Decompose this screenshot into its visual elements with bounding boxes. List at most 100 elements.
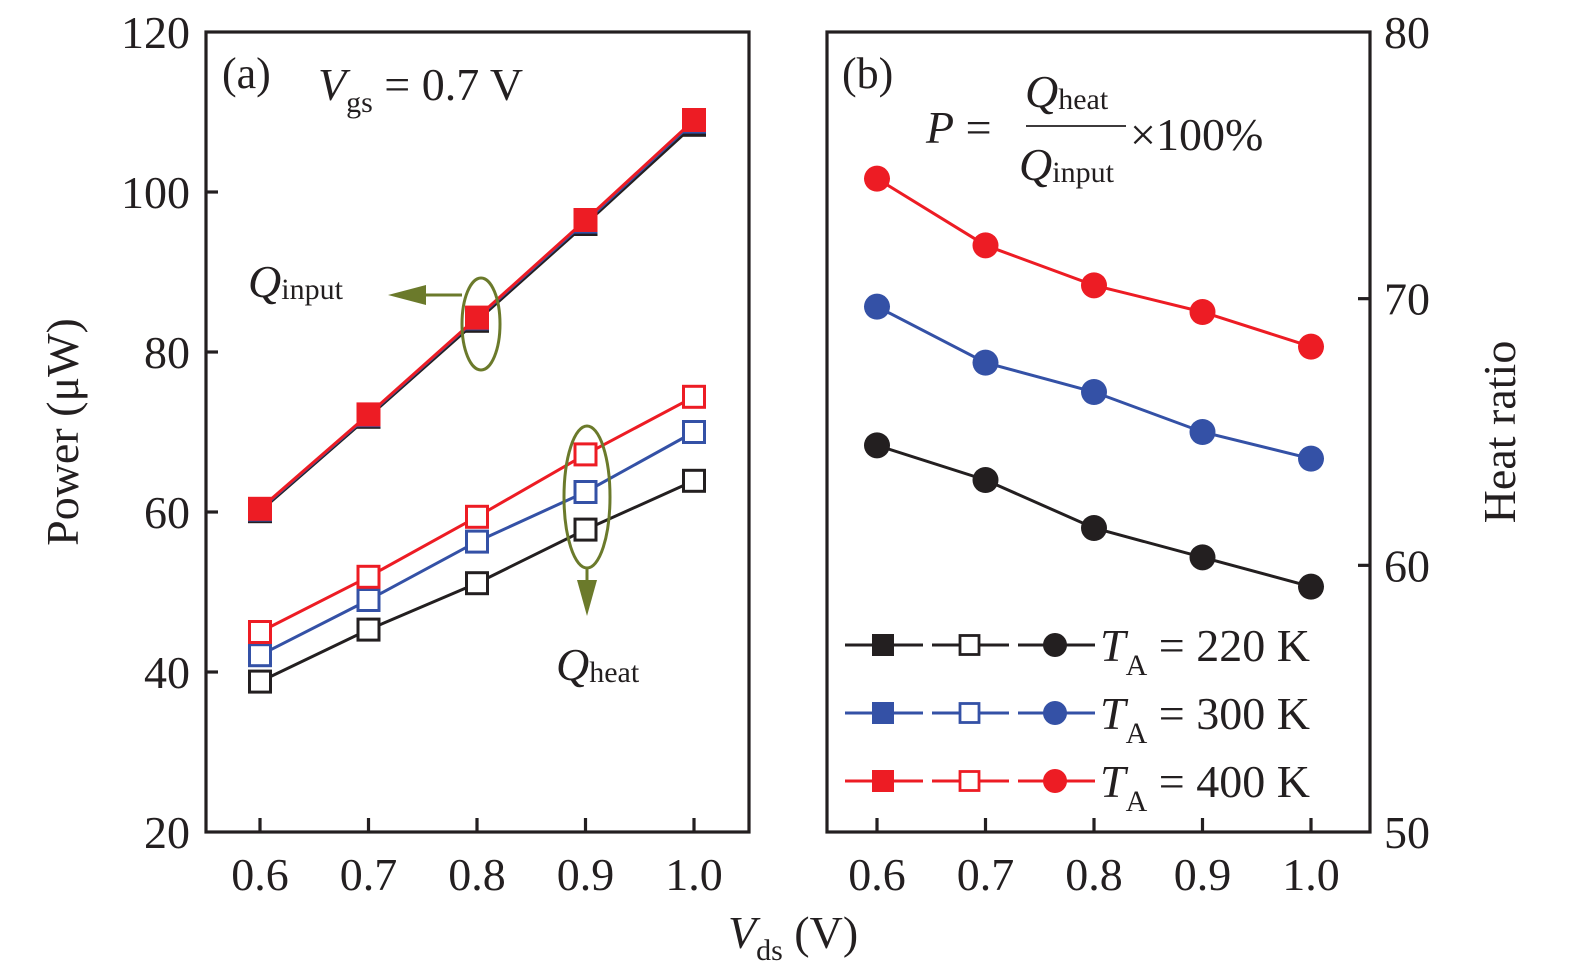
panel-b-label: (b) — [842, 49, 893, 98]
y-tick-label: 60 — [1384, 540, 1430, 591]
series-line — [876, 177, 1312, 349]
vgs-rest: = 0.7 V — [373, 59, 523, 110]
legend-marker-filled-square — [872, 634, 894, 656]
formula-denominator: Qinput — [1019, 139, 1115, 190]
num-sub: heat — [1058, 83, 1109, 116]
data-point — [356, 588, 381, 612]
q-heat-callout: Qheat — [556, 424, 640, 690]
series-5 — [248, 384, 706, 644]
data-point — [1189, 419, 1216, 445]
data-point — [1298, 445, 1324, 472]
legend-entry: TA = 400 K — [845, 756, 1310, 818]
y-tick-label: 120 — [121, 7, 190, 58]
y-tick-label: 60 — [144, 487, 190, 538]
legend-marker-circle — [1043, 769, 1067, 793]
legend-label: TA = 300 K — [1100, 688, 1310, 750]
series-4 — [248, 420, 706, 668]
y-tick-label: 70 — [1384, 274, 1430, 325]
data-point — [972, 232, 999, 259]
x-tick-label: 0.7 — [340, 849, 398, 900]
formula-p: P — [925, 102, 954, 153]
q-heat-var: Q — [556, 639, 589, 690]
data-point — [573, 517, 598, 542]
legend-marker-open-square — [958, 770, 981, 792]
data-point — [465, 571, 489, 596]
panel-b-frame — [825, 30, 1372, 834]
x-axis-var: V — [728, 907, 761, 958]
x-tick-label: 0.6 — [848, 849, 906, 900]
num-var: Q — [1025, 66, 1058, 117]
y-tick-label: 80 — [1384, 7, 1430, 58]
x-axis-rest: (V) — [783, 907, 858, 958]
q-heat-sub: heat — [589, 656, 640, 689]
data-point — [248, 669, 272, 694]
q-heat-label: Qheat — [556, 639, 640, 690]
panel-b: 50 60 70 80 0.6 0.7 0.8 0.9 1.0 (b) P = Qheat Q… — [825, 7, 1525, 900]
data-point — [1298, 333, 1324, 360]
legend-label: TA = 220 K — [1100, 620, 1310, 682]
x-tick-label: 0.9 — [557, 849, 615, 900]
panel-a-frame — [204, 30, 751, 834]
x-tick-label: 0.6 — [231, 849, 289, 900]
legend-marker-open-square — [958, 634, 981, 656]
legend-marker-filled-square — [872, 702, 894, 724]
q-heat-arrow-head — [577, 580, 597, 616]
data-point — [248, 643, 272, 668]
data-point — [1081, 515, 1107, 541]
panel-a-x-ticks: 0.6 0.7 0.8 0.9 1.0 — [231, 818, 723, 900]
x-tick-label: 0.7 — [957, 849, 1015, 900]
data-point — [1189, 544, 1216, 571]
panel-a-series — [248, 108, 706, 694]
legend-marker-open-square — [958, 702, 981, 724]
den-sub: input — [1052, 156, 1114, 189]
legend-sub: A — [1126, 649, 1148, 682]
data-point — [356, 402, 381, 427]
legend-entry: TA = 300 K — [845, 688, 1310, 750]
x-tick-label: 0.8 — [1065, 849, 1123, 900]
legend-var: T — [1100, 756, 1129, 807]
series-3 — [248, 468, 706, 694]
panel-a-vgs-annotation: Vgs = 0.7 V — [318, 59, 523, 119]
y-tick-label: 20 — [144, 807, 190, 858]
legend-entry: TA = 220 K — [845, 620, 1310, 682]
q-input-var: Q — [248, 256, 281, 307]
formula-lhs: P = — [925, 102, 992, 153]
data-point — [682, 420, 706, 444]
series-2 — [248, 108, 706, 521]
panel-a-y-axis-title: Power (μW) — [37, 318, 88, 546]
data-point — [1298, 573, 1324, 600]
legend-marker-circle — [1043, 633, 1067, 657]
x-tick-label: 0.9 — [1174, 849, 1232, 900]
panel-a-y-ticks: 20 40 60 80 100 120 — [121, 7, 218, 858]
legend-sub: A — [1126, 717, 1148, 750]
q-input-ellipse — [460, 276, 502, 372]
y-tick-label: 40 — [144, 647, 190, 698]
legend-rest: = 400 K — [1147, 756, 1310, 807]
panel-b-y-ticks: 50 60 70 80 — [1358, 7, 1430, 858]
x-tick-label: 1.0 — [1282, 849, 1340, 900]
vgs-var: V — [318, 59, 351, 110]
panel-a-label: (a) — [222, 49, 271, 98]
formula-numerator: Qheat — [1025, 66, 1109, 117]
data-point — [573, 480, 598, 504]
panel-b-y-axis-title: Heat ratio — [1474, 341, 1525, 524]
data-point — [465, 305, 489, 330]
data-point — [573, 208, 598, 232]
data-point — [465, 504, 489, 529]
data-point — [682, 384, 706, 409]
data-point — [356, 564, 381, 589]
series-0 — [864, 432, 1324, 600]
x-axis-sub: ds — [756, 934, 783, 967]
data-point — [1081, 272, 1107, 299]
y-tick-label: 50 — [1384, 807, 1430, 858]
y-tick-label: 100 — [121, 167, 190, 218]
legend-marker-filled-square — [872, 770, 894, 792]
data-point — [864, 165, 890, 192]
legend-label: TA = 400 K — [1100, 756, 1310, 818]
data-point — [864, 432, 890, 459]
vgs-sub: gs — [346, 86, 373, 119]
q-input-arrow-head — [388, 285, 426, 305]
legend-rest: = 220 K — [1147, 620, 1310, 671]
q-input-sub: input — [281, 273, 343, 306]
